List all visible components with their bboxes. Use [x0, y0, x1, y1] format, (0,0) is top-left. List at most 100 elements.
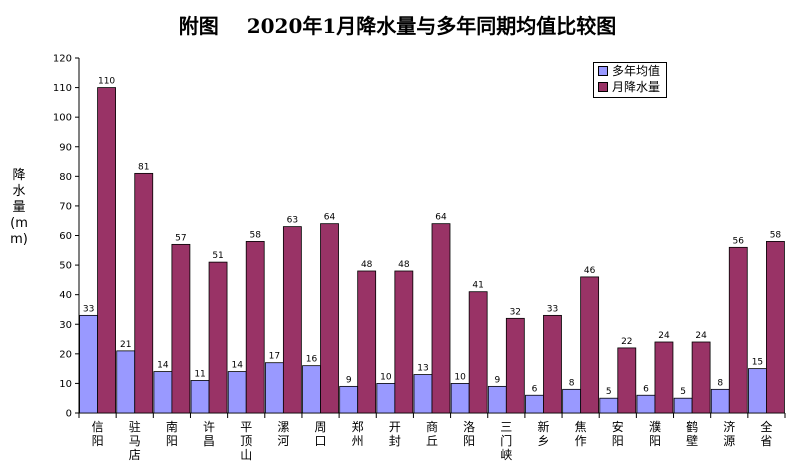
bar-monthly — [134, 172, 154, 414]
y-tick-label: 50 — [59, 261, 72, 272]
bar-average — [153, 371, 173, 414]
bar-monthly — [431, 223, 451, 414]
data-label-average: 10 — [380, 372, 392, 382]
legend-label-monthly: 月降水量 — [612, 79, 661, 94]
data-label-average: 5 — [606, 387, 612, 397]
data-label-monthly: 58 — [249, 230, 261, 240]
data-label-monthly: 51 — [212, 251, 223, 261]
y-axis-label: 降水量(mm) — [10, 168, 28, 247]
bar-average — [450, 383, 470, 414]
bar-monthly — [171, 243, 191, 414]
x-tick-label: 全省 — [760, 419, 772, 448]
legend-item-average: 多年均值 — [594, 63, 666, 79]
data-label-average: 16 — [306, 355, 318, 365]
y-tick-label: 90 — [59, 142, 72, 153]
data-label-average: 14 — [157, 361, 169, 371]
legend-item-monthly: 月降水量 — [594, 79, 666, 95]
data-label-monthly: 32 — [510, 307, 521, 317]
data-label-monthly: 63 — [287, 216, 298, 226]
data-label-average: 9 — [494, 375, 500, 385]
x-tick-label: 平顶山 — [240, 420, 252, 462]
y-tick-label: 20 — [59, 349, 72, 360]
legend: 多年均值 月降水量 — [593, 62, 667, 98]
data-label-monthly: 64 — [324, 213, 336, 223]
bar-average — [748, 368, 767, 414]
bar-monthly — [766, 241, 785, 414]
data-label-monthly: 33 — [547, 304, 558, 314]
y-tick-label: 0 — [66, 409, 72, 420]
bar-average — [673, 397, 693, 414]
y-tick-label: 70 — [59, 201, 72, 212]
y-tick-label: 10 — [59, 379, 72, 390]
x-tick-label: 安阳 — [612, 419, 624, 448]
bar-average — [339, 385, 359, 414]
bar-monthly — [543, 314, 562, 414]
data-label-monthly: 58 — [770, 230, 782, 240]
x-tick-label: 济源 — [723, 419, 735, 448]
data-label-average: 14 — [231, 361, 243, 371]
bar-monthly — [654, 341, 674, 414]
bar-average — [79, 314, 98, 414]
data-label-average: 15 — [752, 358, 763, 368]
bar-monthly — [208, 261, 228, 414]
bar-monthly — [282, 226, 302, 414]
data-label-average: 9 — [346, 375, 352, 385]
bar-average — [636, 394, 656, 414]
legend-swatch-average — [598, 66, 608, 76]
bar-average — [413, 374, 433, 414]
bar-average — [710, 388, 730, 414]
y-tick-label: 60 — [59, 231, 72, 242]
bar-average — [302, 365, 321, 414]
bar-average — [116, 350, 136, 414]
data-label-monthly: 48 — [361, 260, 373, 270]
bar-monthly — [580, 276, 600, 414]
x-tick-label: 商丘 — [426, 419, 438, 448]
data-label-average: 10 — [454, 372, 466, 382]
x-tick-label: 鹤壁 — [686, 419, 698, 448]
x-tick-label: 信阳 — [92, 420, 104, 448]
x-tick-label: 开封 — [389, 420, 401, 448]
x-tick-label: 南阳 — [166, 419, 178, 448]
y-tick-label: 40 — [59, 290, 72, 301]
y-tick-label: 80 — [59, 172, 72, 183]
bar-average — [264, 362, 284, 414]
bar-average — [599, 397, 619, 414]
y-tick-label: 120 — [53, 54, 72, 65]
data-label-monthly: 46 — [584, 266, 596, 276]
bar-average — [376, 383, 396, 414]
x-tick-label: 许昌 — [203, 420, 215, 448]
data-label-monthly: 57 — [175, 233, 186, 243]
title-main: 2020年1月降水量与多年同期均值比较图 — [246, 14, 617, 38]
chart-title: 附图 2020年1月降水量与多年同期均值比较图 — [0, 10, 795, 39]
data-label-monthly: 56 — [733, 236, 745, 246]
bar-average — [562, 388, 582, 414]
data-label-average: 33 — [83, 304, 94, 314]
x-tick-label: 周口 — [315, 420, 327, 448]
y-tick-label: 110 — [53, 83, 72, 94]
data-label-average: 6 — [532, 384, 538, 394]
x-tick-label: 新乡 — [537, 419, 549, 448]
bar-monthly — [357, 270, 377, 414]
bar-monthly — [728, 246, 748, 414]
data-label-monthly: 64 — [435, 213, 447, 223]
data-label-average: 21 — [120, 340, 131, 350]
data-label-average: 13 — [417, 364, 428, 374]
data-label-monthly: 24 — [658, 331, 670, 341]
data-label-monthly: 22 — [621, 337, 632, 347]
x-tick-label: 郑州 — [352, 419, 364, 448]
title-prefix: 附图 — [178, 14, 219, 38]
x-tick-label: 三门峡 — [500, 420, 512, 462]
x-tick-label: 焦作 — [575, 420, 587, 448]
data-label-monthly: 81 — [138, 162, 149, 172]
data-label-average: 5 — [680, 387, 686, 397]
y-tick-label: 100 — [53, 113, 72, 124]
data-label-average: 17 — [269, 352, 280, 362]
x-tick-label: 洛阳 — [463, 419, 475, 448]
data-label-monthly: 48 — [398, 260, 410, 270]
bar-monthly — [468, 291, 488, 414]
bar-average — [227, 371, 247, 414]
x-tick-label: 濮阳 — [649, 419, 661, 448]
legend-swatch-monthly — [598, 82, 608, 92]
bar-monthly — [617, 347, 637, 414]
data-label-monthly: 110 — [98, 77, 115, 87]
